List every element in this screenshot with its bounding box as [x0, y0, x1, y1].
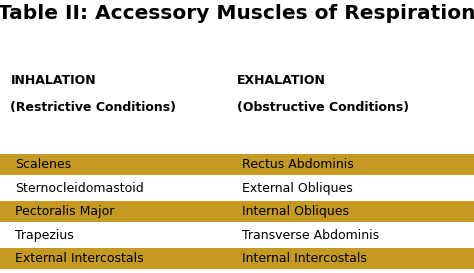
Bar: [0, 177, 474, 199]
Bar: [0, 224, 474, 246]
Text: Rectus Abdominis: Rectus Abdominis: [242, 158, 354, 171]
Text: INHALATION: INHALATION: [10, 74, 96, 87]
Text: Scalenes: Scalenes: [15, 158, 71, 171]
Text: Internal Obliques: Internal Obliques: [242, 205, 349, 218]
Text: External Intercostals: External Intercostals: [15, 252, 144, 265]
Text: Table II: Accessory Muscles of Respiration: Table II: Accessory Muscles of Respirati…: [0, 4, 474, 23]
Bar: [0, 201, 474, 222]
Text: (Obstructive Conditions): (Obstructive Conditions): [237, 101, 409, 114]
Bar: [0, 248, 474, 269]
Text: EXHALATION: EXHALATION: [237, 74, 326, 87]
Text: Trapezius: Trapezius: [15, 229, 74, 242]
Text: Transverse Abdominis: Transverse Abdominis: [242, 229, 379, 242]
Text: External Obliques: External Obliques: [242, 182, 353, 195]
Bar: [0, 154, 474, 175]
Text: (Restrictive Conditions): (Restrictive Conditions): [10, 101, 176, 114]
Text: Sternocleidomastoid: Sternocleidomastoid: [15, 182, 144, 195]
Text: Internal Intercostals: Internal Intercostals: [242, 252, 366, 265]
Text: Pectoralis Major: Pectoralis Major: [15, 205, 115, 218]
